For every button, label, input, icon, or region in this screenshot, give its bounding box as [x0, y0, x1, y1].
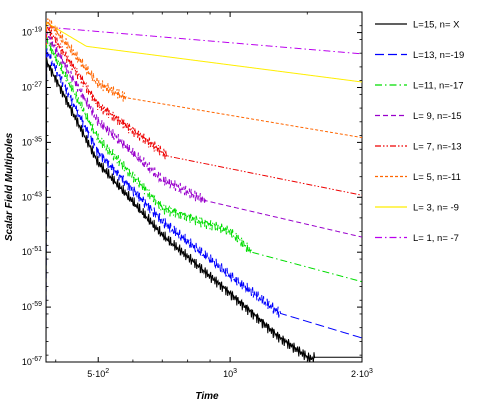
series-line — [46, 57, 362, 362]
y-tick-label: 10-51 — [22, 246, 42, 257]
x-tick-label: 5·102 — [87, 368, 109, 379]
y-tick-label: 10-35 — [22, 136, 42, 147]
y-tick-label: 10-19 — [22, 27, 42, 38]
x-tick-label: 2·103 — [351, 368, 373, 379]
legend-label: L=11, n=-17 — [413, 81, 464, 92]
plot-frame — [45, 11, 363, 363]
y-axis: 10-19 10-27 10-35 10-43 10-51 10-59 10-67 — [22, 11, 362, 367]
series-line — [46, 26, 362, 55]
series-line — [46, 18, 362, 139]
legend-label: L=13, n=-19 — [413, 50, 464, 61]
series-line — [46, 48, 362, 344]
legend-label: L= 1, n= -7 — [413, 233, 459, 244]
y-tick-label: 10-67 — [22, 356, 42, 367]
y-tick-label: 10-59 — [22, 301, 42, 312]
legend: L=15, n= X L=13, n=-19 L=11, n=-17 L= 9, n=… — [375, 20, 464, 244]
series-line — [46, 24, 362, 196]
legend-label: L= 3, n= -9 — [413, 203, 459, 214]
y-tick-label: 10-27 — [22, 81, 42, 92]
y-axis-title: Scalar Field Multipoles — [4, 132, 15, 241]
legend-label: L= 5, n=-11 — [413, 172, 461, 183]
legend-label: L= 7, n=-13 — [413, 142, 462, 153]
series-layer — [46, 18, 362, 362]
series-line — [46, 21, 362, 83]
x-axis: 5·102 103 2·103 — [55, 12, 373, 379]
x-axis-title: Time — [195, 391, 219, 402]
y-tick-label: 10-43 — [22, 191, 42, 202]
series-line — [46, 31, 362, 238]
legend-label: L= 9, n=-15 — [413, 111, 462, 122]
legend-label: L=15, n= X — [413, 20, 460, 31]
x-tick-label: 103 — [223, 368, 237, 379]
series-line — [46, 37, 362, 284]
